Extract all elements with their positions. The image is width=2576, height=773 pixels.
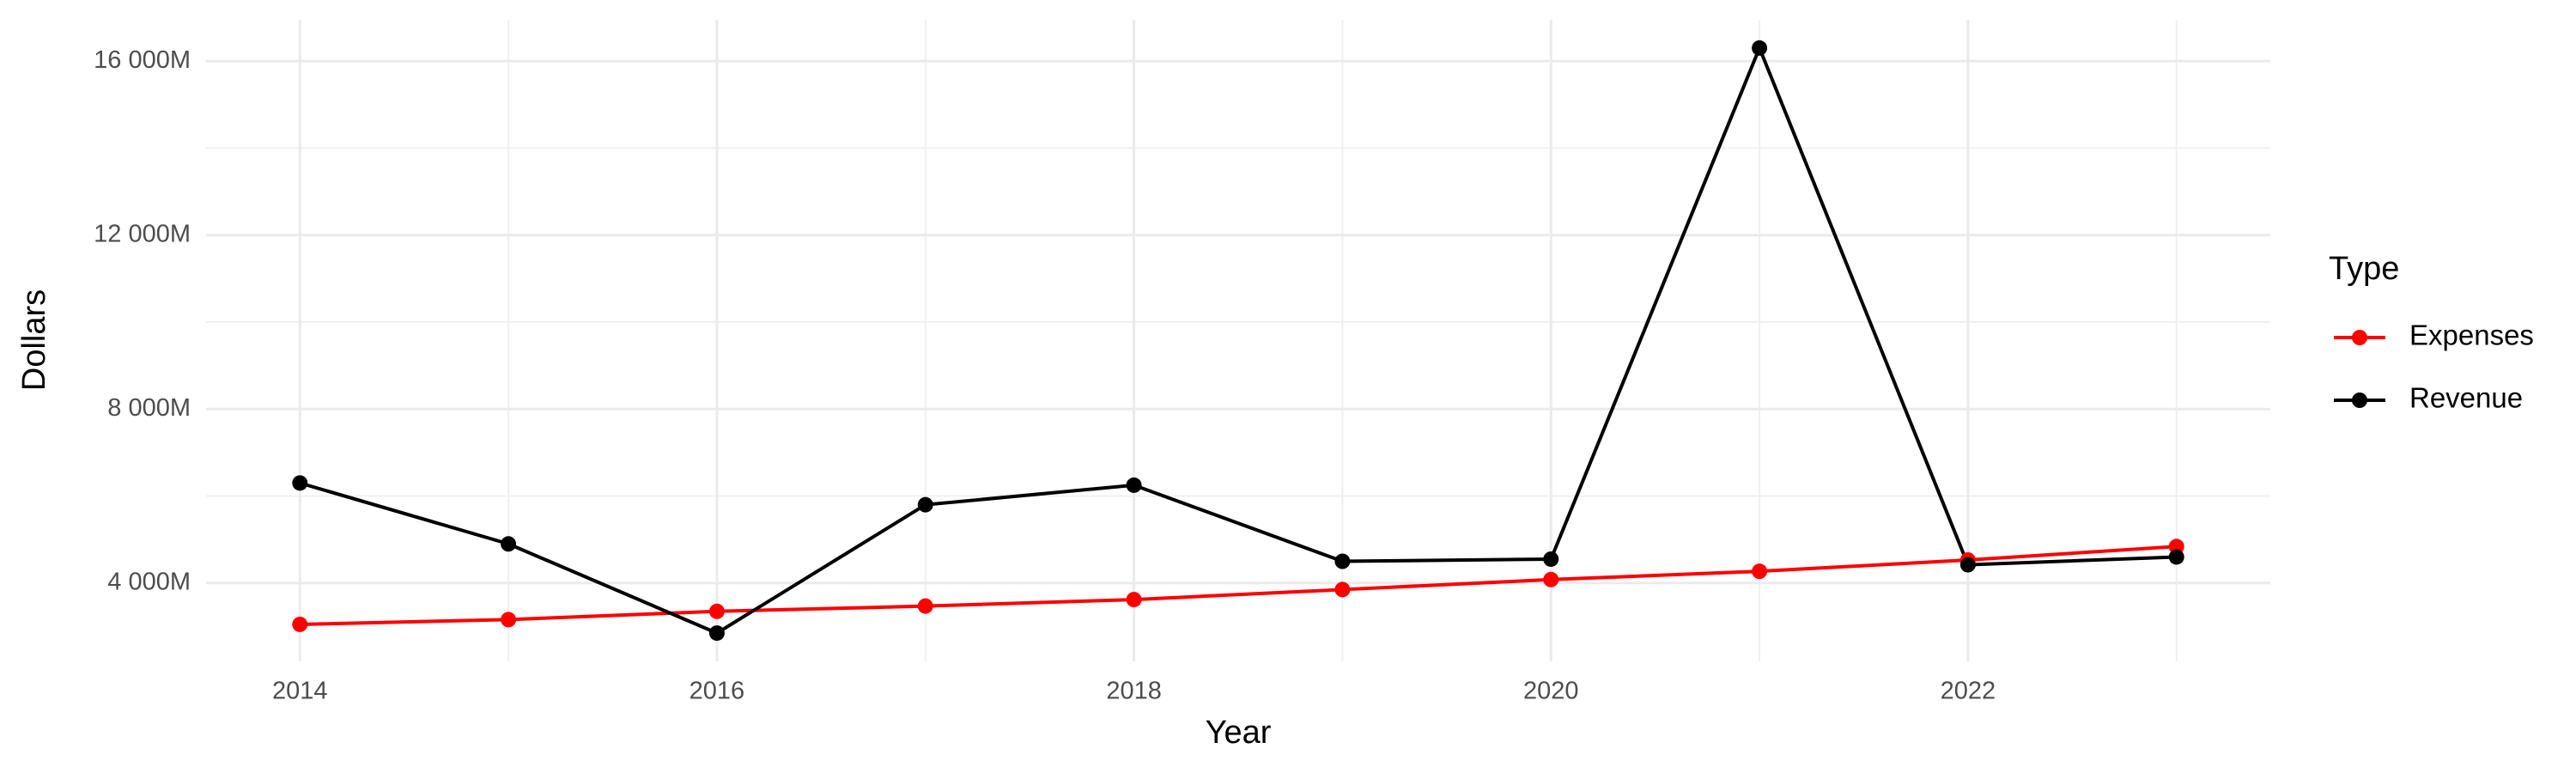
data-point <box>1543 571 1559 587</box>
y-tick-label: 4 000M <box>107 568 191 595</box>
x-tick-label: 2014 <box>272 678 328 705</box>
y-tick-label: 16 000M <box>94 46 191 74</box>
data-point <box>501 612 517 628</box>
series-line <box>299 43 2177 636</box>
data-point <box>708 603 725 619</box>
series-line <box>300 545 2177 626</box>
data-point <box>1126 592 1142 608</box>
legend-title: Type <box>2329 251 2399 287</box>
x-tick-label: 2016 <box>690 678 745 705</box>
y-tick-label: 12 000M <box>94 220 191 247</box>
legend-label: Expenses <box>2409 320 2534 351</box>
x-tick-label: 2018 <box>1106 678 1162 705</box>
data-point <box>1543 551 1559 567</box>
data-point <box>2168 549 2184 565</box>
data-point <box>1126 477 1142 493</box>
y-tick-label: 8 000M <box>107 394 191 422</box>
data-point <box>1959 557 1976 573</box>
legend: Expenses Revenue <box>2334 320 2534 414</box>
legend-marker <box>2352 393 2367 408</box>
data-point <box>917 496 933 513</box>
x-tick-label: 2020 <box>1523 678 1579 705</box>
legend-marker <box>2352 330 2367 345</box>
data-point <box>292 475 308 491</box>
y-axis-title: Dollars <box>16 289 52 391</box>
x-tick-label: 2022 <box>1941 678 1996 705</box>
data-point <box>1334 553 1351 569</box>
grid <box>206 20 2270 661</box>
data-point <box>708 625 725 642</box>
data-point <box>917 598 933 614</box>
data-point <box>1752 563 1768 580</box>
data-point <box>501 536 517 552</box>
data-point <box>1752 40 1768 56</box>
plot <box>292 40 2184 642</box>
data-point <box>292 616 308 632</box>
legend-label: Revenue <box>2409 382 2523 414</box>
data-point <box>1334 581 1351 598</box>
x-axis-title: Year <box>1206 715 1272 751</box>
